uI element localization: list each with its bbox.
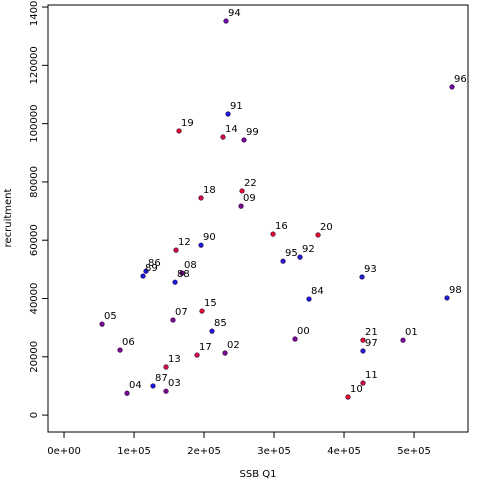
point xyxy=(315,232,321,238)
point xyxy=(198,242,204,248)
point-label: 19 xyxy=(181,118,194,129)
x-tick-label: 1e+05 xyxy=(117,446,151,457)
point xyxy=(360,337,366,343)
point xyxy=(292,336,298,342)
point xyxy=(241,137,247,143)
point-label: 99 xyxy=(246,127,259,138)
point-label: 86 xyxy=(148,258,161,269)
point xyxy=(124,390,130,396)
point xyxy=(345,394,351,400)
point xyxy=(239,188,245,194)
point xyxy=(306,296,312,302)
point xyxy=(198,195,204,201)
x-tick-label: 2e+05 xyxy=(187,446,221,457)
point xyxy=(163,364,169,370)
point-label: 04 xyxy=(129,380,142,391)
point-label: 11 xyxy=(365,370,378,381)
point xyxy=(360,380,366,386)
point-label: 03 xyxy=(168,378,181,389)
point-label: 09 xyxy=(243,193,256,204)
point xyxy=(163,388,169,394)
plot-frame xyxy=(47,4,469,433)
y-tick-label: 140000 xyxy=(29,0,40,26)
point xyxy=(99,321,105,327)
point xyxy=(223,18,229,24)
point xyxy=(238,203,244,209)
point-label: 94 xyxy=(228,8,241,19)
point xyxy=(400,337,406,343)
y-tick-label: 120000 xyxy=(29,46,40,84)
point-label: 96 xyxy=(454,74,467,85)
point-label: 08 xyxy=(184,260,197,271)
point-label: 97 xyxy=(365,338,378,349)
point-label: 15 xyxy=(204,298,217,309)
point xyxy=(173,247,179,253)
y-tick-label: 80000 xyxy=(29,166,40,198)
point-label: 98 xyxy=(449,285,462,296)
point xyxy=(117,347,123,353)
point xyxy=(140,273,146,279)
point xyxy=(297,254,303,260)
point-label: 00 xyxy=(297,326,310,337)
point xyxy=(194,352,200,358)
point xyxy=(143,268,149,274)
y-tick-label: 0 xyxy=(29,412,40,418)
point xyxy=(222,350,228,356)
point-label: 21 xyxy=(365,327,378,338)
point xyxy=(172,279,178,285)
point xyxy=(176,128,182,134)
point-label: 05 xyxy=(104,311,117,322)
point xyxy=(199,308,205,314)
point-label: 06 xyxy=(122,337,135,348)
point-label: 84 xyxy=(311,286,324,297)
point-label: 13 xyxy=(168,354,181,365)
point xyxy=(209,328,215,334)
point xyxy=(449,84,455,90)
point xyxy=(270,231,276,237)
point xyxy=(280,258,286,264)
x-tick-label: 4e+05 xyxy=(327,446,361,457)
point-label: 89 xyxy=(145,263,158,274)
x-axis-title: SSB Q1 xyxy=(240,469,277,480)
point xyxy=(170,317,176,323)
point-label: 93 xyxy=(364,264,377,275)
x-tick-label: 3e+05 xyxy=(257,446,291,457)
point-label: 20 xyxy=(320,222,333,233)
point-label: 87 xyxy=(155,373,168,384)
point-label: 12 xyxy=(178,237,191,248)
point-label: 10 xyxy=(350,384,363,395)
point-label: 95 xyxy=(285,248,298,259)
point-label: 88 xyxy=(177,269,190,280)
point xyxy=(225,111,231,117)
point-label: 01 xyxy=(405,327,418,338)
point xyxy=(360,348,366,354)
point xyxy=(179,270,185,276)
point-label: 91 xyxy=(230,101,243,112)
point-label: 85 xyxy=(214,318,227,329)
point-label: 17 xyxy=(199,342,212,353)
y-axis-title: recruitment xyxy=(3,189,14,248)
point xyxy=(220,134,226,140)
y-tick-label: 40000 xyxy=(29,283,40,315)
point xyxy=(444,295,450,301)
point-label: 14 xyxy=(225,124,238,135)
x-tick-label: 5e+05 xyxy=(397,446,431,457)
y-tick-label: 100000 xyxy=(29,105,40,143)
point-label: 18 xyxy=(203,185,216,196)
y-tick-label: 20000 xyxy=(29,341,40,373)
point-label: 22 xyxy=(244,178,257,189)
x-tick-label: 0e+00 xyxy=(47,446,81,457)
y-tick-label: 60000 xyxy=(29,224,40,256)
point xyxy=(150,383,156,389)
point-label: 02 xyxy=(227,340,240,351)
point-label: 92 xyxy=(302,244,315,255)
point-label: 16 xyxy=(275,221,288,232)
point-label: 90 xyxy=(203,232,216,243)
point-label: 07 xyxy=(175,307,188,318)
point xyxy=(359,274,365,280)
